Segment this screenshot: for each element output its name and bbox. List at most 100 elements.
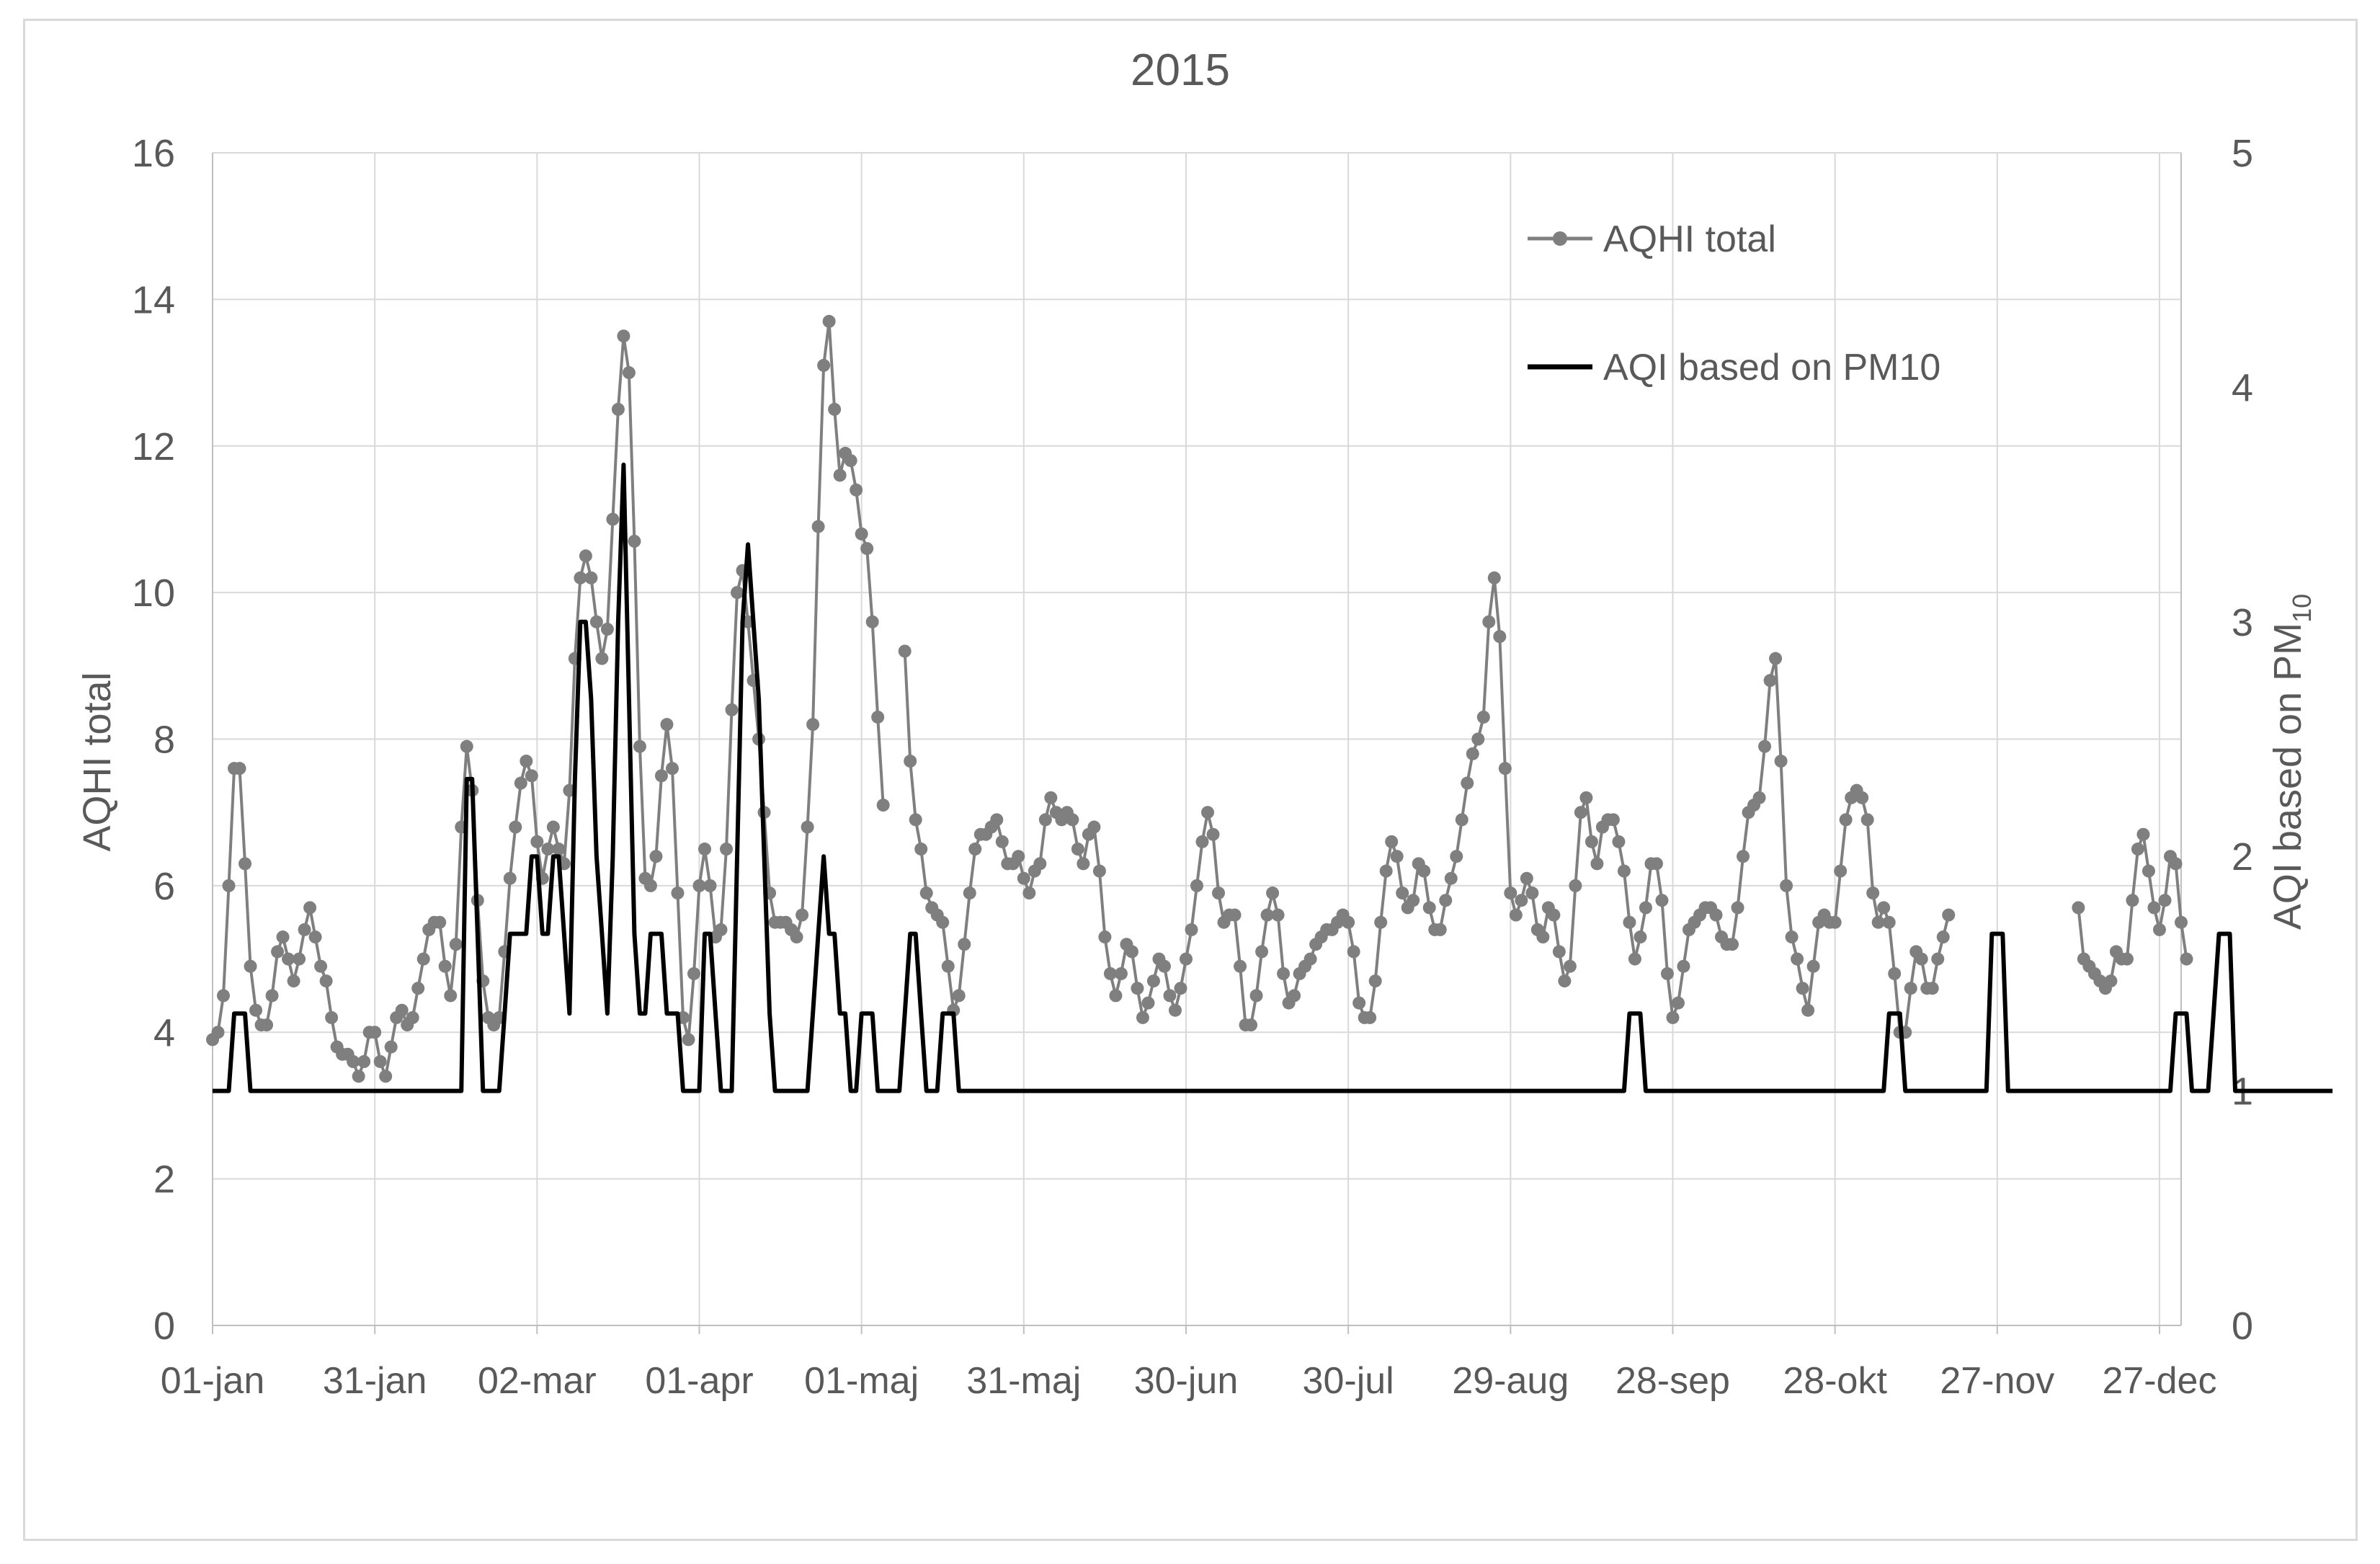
aqhi-data-point bbox=[347, 1054, 360, 1068]
aqhi-data-point bbox=[1103, 967, 1117, 980]
aqhi-data-point bbox=[282, 952, 295, 966]
aqhi-data-point bbox=[1639, 901, 1652, 915]
aqhi-data-point bbox=[1033, 857, 1047, 871]
aqhi-data-point bbox=[1709, 908, 1723, 922]
y-tick-label: 14 bbox=[132, 278, 175, 321]
chart-frame: 0 2 4 6 8 10 12 14 16 01-jan 31-jan 02-mar 01-apr 01-… bbox=[23, 19, 2358, 1541]
aqhi-data-point bbox=[1303, 952, 1317, 966]
aqhi-data-point bbox=[1915, 952, 1928, 966]
aqhi-data-point bbox=[357, 1054, 371, 1068]
aqhi-data-point bbox=[876, 799, 890, 812]
aqhi-data-point bbox=[1352, 996, 1366, 1010]
aqhi-data-point bbox=[1606, 813, 1620, 827]
aqhi-data-point bbox=[628, 534, 641, 548]
aqhi-data-point bbox=[1498, 762, 1512, 776]
aqhi-data-point bbox=[1525, 887, 1539, 900]
aqhi-data-point bbox=[790, 930, 803, 944]
aqhi-data-point bbox=[1731, 901, 1744, 915]
aqhi-data-point bbox=[1493, 630, 1507, 644]
aqhi-data-point bbox=[1942, 908, 1956, 922]
aqhi-data-point bbox=[1563, 959, 1577, 973]
y-tick-label: 4 bbox=[153, 1011, 175, 1054]
y2-axis-title-subscript: 10 bbox=[2287, 594, 2317, 623]
aqhi-data-point bbox=[995, 835, 1009, 848]
aqhi-data-point bbox=[1925, 982, 1939, 995]
aqhi-data-point bbox=[1390, 850, 1404, 863]
y-tick-label: 6 bbox=[153, 865, 175, 908]
aqhi-data-point bbox=[1379, 864, 1393, 878]
aqhi-data-point bbox=[1855, 791, 1869, 804]
aqhi-data-point bbox=[1044, 791, 1058, 804]
x-tick-label: 27-nov bbox=[1940, 1360, 2054, 1402]
aqhi-data-point bbox=[1012, 850, 1025, 863]
aqhi-data-point bbox=[1190, 879, 1203, 892]
aqhi-data-point bbox=[1077, 857, 1090, 871]
aqhi-data-point bbox=[1487, 571, 1501, 585]
aqhi-data-point bbox=[1179, 952, 1193, 966]
aqhi-data-point bbox=[1634, 930, 1647, 944]
aqhi-data-point bbox=[287, 974, 300, 988]
x-tick-label: 01-maj bbox=[804, 1360, 919, 1402]
aqhi-data-point bbox=[1806, 959, 1820, 973]
y-axis-title: AQHI total bbox=[76, 672, 119, 851]
aqhi-data-point bbox=[271, 945, 285, 959]
aqhi-data-point bbox=[503, 871, 517, 885]
aqhi-data-point bbox=[904, 755, 917, 768]
aqhi-data-point bbox=[1433, 923, 1447, 936]
aqhi-data-point bbox=[1396, 887, 1409, 900]
aqhi-data-point bbox=[1780, 879, 1793, 892]
aqhi-data-point bbox=[574, 571, 587, 585]
aqhi-data-point bbox=[1860, 813, 1874, 827]
aqhi-data-point bbox=[579, 549, 592, 563]
aqhi-data-point bbox=[1022, 887, 1036, 900]
aqhi-data-point bbox=[514, 776, 527, 790]
aqhi-data-point bbox=[1146, 974, 1160, 988]
aqhi-data-point bbox=[530, 835, 544, 848]
aqhi-data-point bbox=[1763, 674, 1777, 688]
aqhi-data-point bbox=[1234, 959, 1247, 973]
aqhi-data-point bbox=[1347, 945, 1360, 959]
x-tick-label: 31-maj bbox=[966, 1360, 1081, 1402]
aqhi-data-point bbox=[687, 967, 700, 980]
x-tick-label: 28-okt bbox=[1783, 1360, 1887, 1402]
aqhi-data-point bbox=[1174, 982, 1187, 995]
aqhi-data-point bbox=[622, 366, 636, 380]
aqhi-data-point bbox=[2169, 857, 2183, 871]
aqhi-data-point bbox=[1168, 1003, 1182, 1017]
aqhi-data-point bbox=[1114, 967, 1128, 980]
series-aqhi-total bbox=[206, 314, 2193, 1083]
aqhi-data-point bbox=[552, 843, 566, 856]
aqhi-data-point bbox=[1141, 996, 1155, 1010]
aqhi-data-point bbox=[352, 1070, 365, 1083]
aqhi-data-point bbox=[806, 718, 820, 732]
aqhi-data-point bbox=[1266, 887, 1280, 900]
aqhi-data-point bbox=[1677, 959, 1690, 973]
aqhi-data-point bbox=[541, 843, 555, 856]
aqhi-data-point bbox=[1342, 915, 1355, 929]
aqhi-data-point bbox=[855, 527, 868, 541]
aqhi-data-point bbox=[2136, 827, 2150, 841]
aqhi-data-point bbox=[595, 652, 609, 665]
y-tick-label: 2 bbox=[153, 1158, 175, 1201]
aqhi-data-point bbox=[1255, 945, 1269, 959]
aqhi-data-point bbox=[611, 402, 625, 416]
aqhi-data-point bbox=[2152, 923, 2166, 936]
aqhi-data-point bbox=[1476, 710, 1490, 724]
aqhi-data-point bbox=[1228, 908, 1242, 922]
aqhi-data-point bbox=[1098, 930, 1112, 944]
aqhi-data-point bbox=[850, 483, 863, 497]
aqhi-data-point bbox=[1585, 835, 1598, 848]
x-tick-label: 01-apr bbox=[645, 1360, 753, 1402]
aqhi-data-point bbox=[1195, 835, 1209, 848]
aqhi-data-point bbox=[460, 739, 473, 753]
aqhi-data-point bbox=[1791, 952, 1804, 966]
aqhi-data-point bbox=[589, 615, 603, 628]
aqhi-data-point bbox=[2072, 901, 2085, 915]
aqhi-data-point bbox=[822, 314, 836, 328]
aqhi-data-point bbox=[958, 938, 971, 951]
x-tick-label: 30-jul bbox=[1303, 1360, 1394, 1402]
aqhi-data-point bbox=[1017, 871, 1030, 885]
aqhi-data-point bbox=[1407, 894, 1420, 907]
aqhi-data-point bbox=[1628, 952, 1641, 966]
aqhi-data-point bbox=[1737, 850, 1750, 863]
